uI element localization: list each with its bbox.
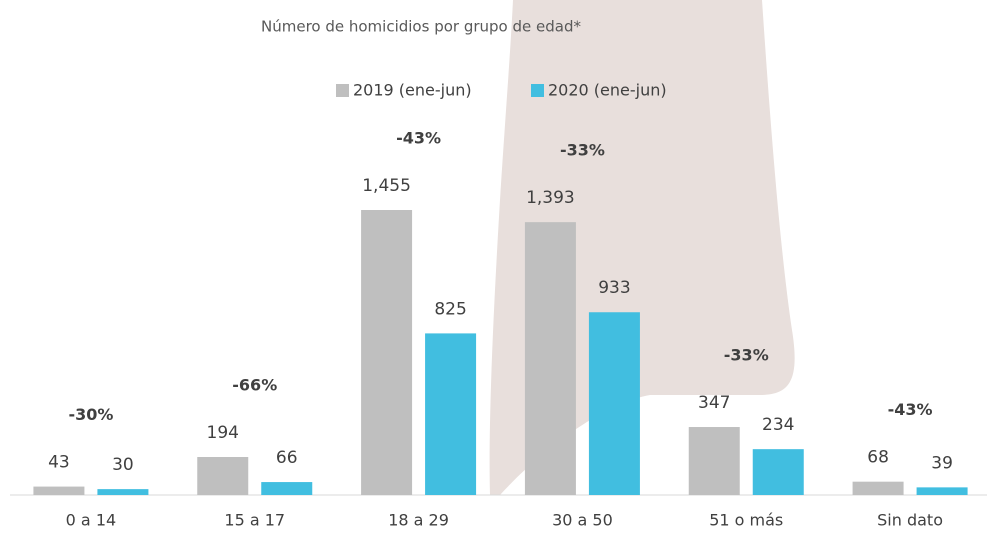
change-label: -66% — [232, 376, 277, 395]
legend-swatch — [336, 84, 349, 97]
change-label: -30% — [68, 405, 113, 424]
bar — [97, 489, 148, 495]
value-label: 1,455 — [362, 176, 411, 196]
bar — [753, 449, 804, 495]
bar — [361, 210, 412, 495]
bar — [525, 222, 576, 495]
x-tick-label: 15 a 17 — [224, 511, 285, 530]
value-label: 66 — [276, 448, 298, 468]
legend-label: 2020 (ene-jun) — [548, 81, 667, 100]
chart-title: Número de homicidios por grupo de edad* — [261, 18, 581, 36]
value-label: 347 — [698, 393, 730, 413]
bar — [33, 487, 84, 495]
value-label: 825 — [434, 299, 466, 319]
change-label: -43% — [396, 129, 441, 148]
value-label: 933 — [598, 278, 630, 298]
value-label: 194 — [207, 423, 239, 443]
change-label: -43% — [888, 400, 933, 419]
change-label: -33% — [724, 346, 769, 365]
bar — [853, 482, 904, 495]
value-label: 30 — [112, 455, 134, 475]
value-label: 68 — [867, 448, 889, 468]
value-label: 1,393 — [526, 188, 575, 208]
legend-swatch — [531, 84, 544, 97]
bar — [197, 457, 248, 495]
bar — [425, 333, 476, 495]
x-tick-label: 18 a 29 — [388, 511, 449, 530]
bar — [689, 427, 740, 495]
bar — [917, 487, 968, 495]
x-tick-label: 51 o más — [709, 511, 783, 530]
legend-label: 2019 (ene-jun) — [353, 81, 472, 100]
bar — [589, 312, 640, 495]
value-label: 234 — [762, 415, 794, 435]
bar — [261, 482, 312, 495]
chart: Número de homicidios por grupo de edad* … — [0, 0, 997, 538]
change-label: -33% — [560, 141, 605, 160]
x-tick-label: 0 a 14 — [66, 511, 117, 530]
value-label: 43 — [48, 453, 70, 473]
value-label: 39 — [931, 453, 953, 473]
x-tick-label: Sin dato — [877, 511, 943, 530]
x-tick-label: 30 a 50 — [552, 511, 613, 530]
